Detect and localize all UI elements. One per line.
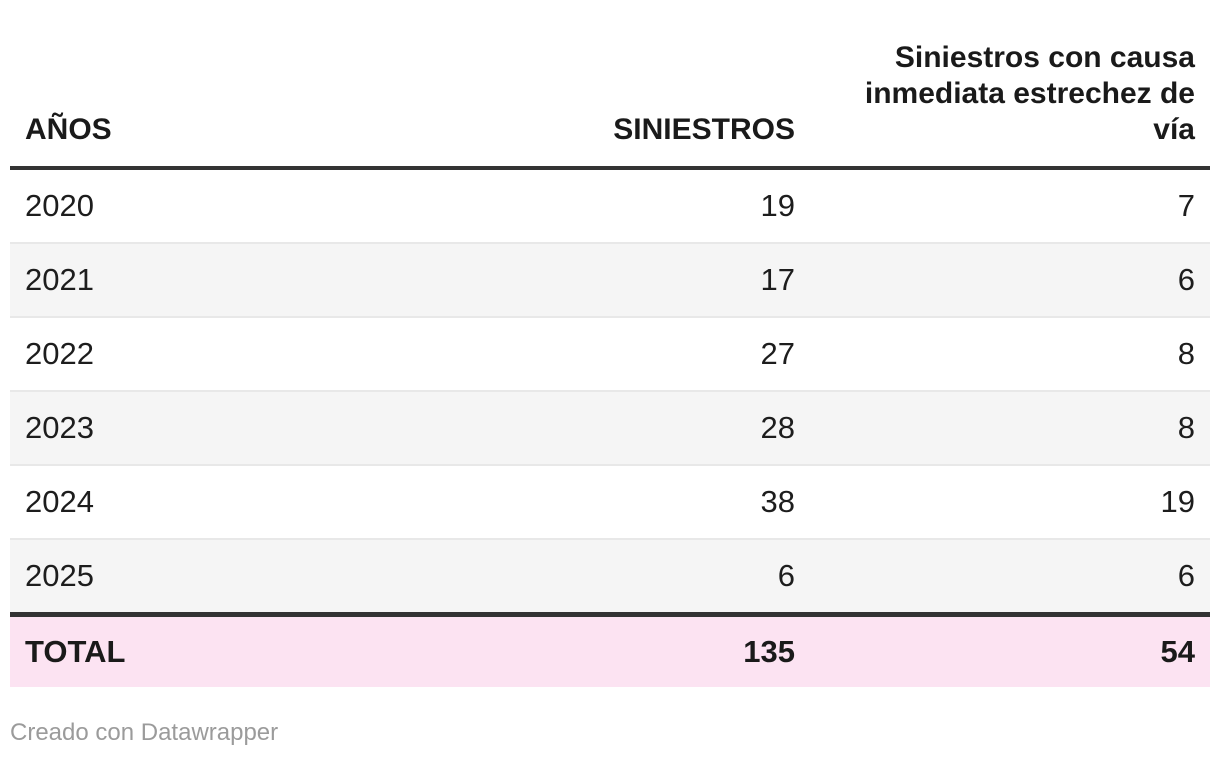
siniestros-cell: 6	[410, 538, 810, 615]
total-siniestros-cell: 135	[410, 612, 810, 687]
table-row-2024: 2024 38 19	[10, 464, 1210, 539]
total-label-cell: TOTAL	[10, 612, 410, 687]
total-estrechez-cell: 54	[810, 612, 1210, 687]
siniestros-cell: 17	[410, 242, 810, 317]
year-cell: 2021	[10, 242, 410, 317]
siniestros-cell: 28	[410, 390, 810, 465]
year-cell: 2024	[10, 464, 410, 539]
table-row-2025: 2025 6 6	[10, 538, 1210, 615]
year-cell: 2020	[25, 188, 94, 223]
siniestros-cell: 27	[410, 316, 810, 391]
column-header-anos: AÑOS	[10, 14, 410, 170]
siniestros-cell: 38	[410, 464, 810, 539]
year-cell: 2022	[10, 316, 410, 391]
header-row: AÑOS SINIESTROS Siniestros con causa inm…	[10, 14, 1210, 170]
table-row-total: TOTAL 135 54	[10, 612, 1210, 687]
table-header: AÑOS SINIESTROS Siniestros con causa inm…	[10, 14, 1210, 170]
data-table: AÑOS SINIESTROS Siniestros con causa inm…	[10, 14, 1210, 687]
estrechez-cell: 8	[810, 390, 1210, 465]
column-header-estrechez: Siniestros con causa inmediata estrechez…	[810, 14, 1210, 170]
table-body: 2020 19 7 2021 17 6 2022 27 8 2023 28 8 …	[10, 168, 1210, 687]
year-cell: 2023	[10, 390, 410, 465]
table-row-2022: 2022 27 8	[10, 316, 1210, 391]
estrechez-cell: 7	[1177, 188, 1195, 223]
year-cell: 2025	[10, 538, 410, 615]
siniestros-cell: 19	[760, 188, 795, 223]
datawrapper-attribution-link[interactable]: Creado con Datawrapper	[10, 719, 279, 746]
table-row-2023: 2023 28 8	[10, 390, 1210, 465]
column-header-siniestros: SINIESTROS	[410, 14, 810, 170]
table-row-2020: 2020 19 7	[10, 168, 1210, 243]
estrechez-cell: 6	[810, 538, 1210, 615]
estrechez-cell: 6	[810, 242, 1210, 317]
estrechez-cell: 19	[810, 464, 1210, 539]
table-row-2021: 2021 17 6	[10, 242, 1210, 317]
estrechez-cell: 8	[810, 316, 1210, 391]
